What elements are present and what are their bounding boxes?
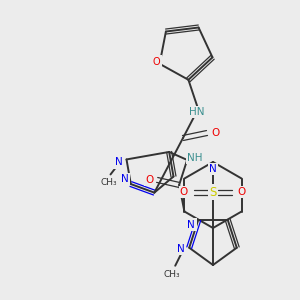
Text: N: N [177, 244, 185, 254]
Text: O: O [153, 57, 160, 67]
Text: CH₃: CH₃ [100, 178, 117, 187]
Text: O: O [238, 187, 246, 197]
Text: N: N [121, 174, 129, 184]
Text: CH₃: CH₃ [164, 270, 181, 279]
Text: N: N [188, 220, 195, 230]
Text: O: O [180, 187, 188, 197]
Text: O: O [145, 175, 153, 185]
Text: S: S [209, 185, 217, 199]
Text: O: O [211, 128, 219, 138]
Text: N: N [115, 158, 122, 167]
Text: HN: HN [189, 107, 205, 117]
Text: NH: NH [188, 153, 203, 163]
Text: N: N [209, 164, 217, 174]
